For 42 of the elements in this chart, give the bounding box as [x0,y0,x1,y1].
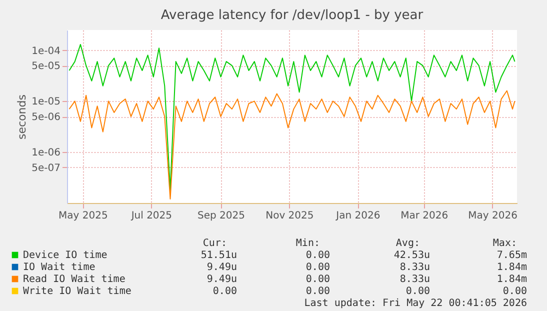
legend-label: Device IO time [23,250,108,261]
text: Last update: Fri May 22 00:41:05 2026 [304,298,527,309]
x-tick-label: May 2025 [58,210,108,222]
text: 0.00 [306,286,330,297]
chart-title: Average latency for /dev/loop1 - by year [160,8,424,23]
line-series [68,90,516,200]
x-tick-label: Sep 2025 [198,210,245,222]
text: 1.84m [496,262,527,273]
text: 0.00 [502,286,527,297]
line-series [68,44,516,191]
y-tick-label: 5e-07 [32,162,60,174]
x-tick-label: Jul 2025 [130,210,172,222]
y-tick-label: 5e-05 [32,61,60,72]
text: Avg: [396,238,420,249]
text: 0.00 [306,262,330,273]
legend-label: Write IO Wait time [23,286,132,297]
legend-label: IO Wait time [23,262,96,273]
text: 51.51u [200,250,237,261]
text: 0.00 [212,286,237,297]
text: 42.53u [394,250,430,261]
text: 0.00 [306,250,330,261]
text: Max: [492,238,517,249]
text: 9.49u [206,274,237,285]
text: Min: [296,238,320,249]
y-tick-label: 1e-04 [32,46,60,57]
text: 0.00 [406,286,430,297]
y-tick-label: 1e-06 [32,148,60,159]
text: 9.49u [206,262,237,273]
x-tick-label: Mar 2026 [400,210,448,222]
x-tick-label: Nov 2025 [266,210,314,222]
legend-label: Read IO Wait time [23,274,126,285]
x-tick-label: May 2026 [468,210,518,222]
text: 1.84m [496,274,527,285]
y-axis-title: seconds [16,94,29,140]
text: 8.33u [400,262,430,273]
y-tick-label: 1e-05 [32,96,60,108]
text: 0.00 [306,274,330,285]
y-tick-label: 5e-06 [32,112,60,123]
text: Cur: [202,238,227,249]
text: 8.33u [400,274,430,285]
x-tick-label: Jan 2026 [335,210,380,222]
text: 7.65m [496,250,527,261]
